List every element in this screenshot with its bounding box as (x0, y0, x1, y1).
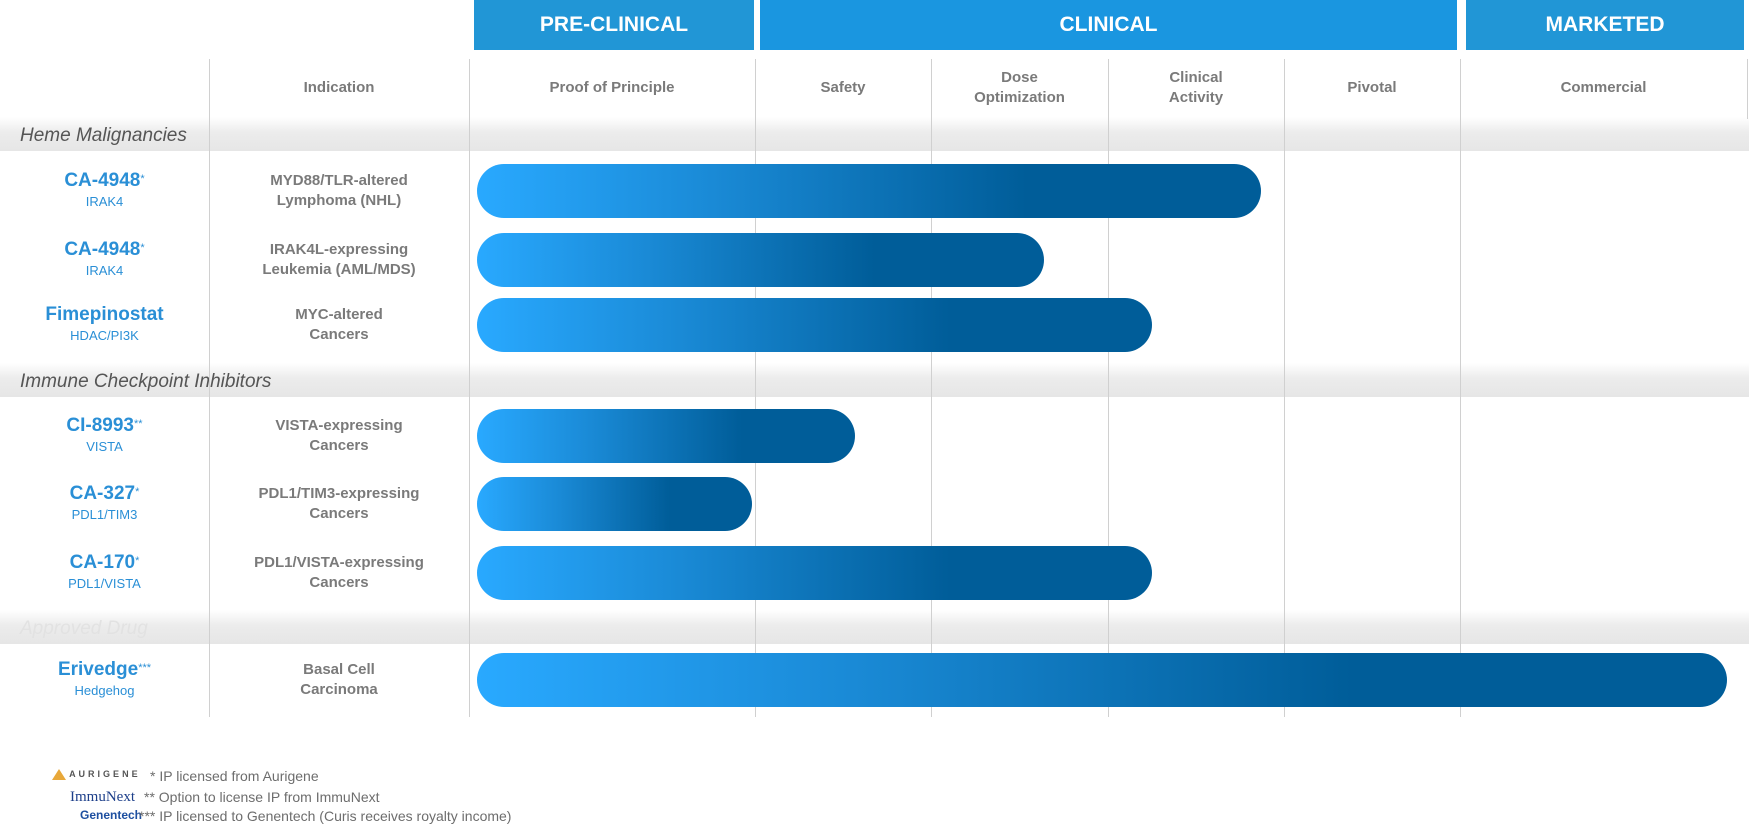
section-checkpoint: Immune Checkpoint Inhibitors (0, 363, 1749, 397)
col-dose-optimization: Dose Optimization (974, 69, 1065, 106)
grid-line (469, 59, 470, 717)
drug-name-text: CA-4948 (64, 170, 141, 191)
drug-name: CA-4948* (0, 238, 209, 262)
col-pivotal: Pivotal (1347, 79, 1397, 96)
footnote-genentech: *** IP licensed to Genentech (Curis rece… (139, 808, 512, 824)
drug-cell: CA-4948* IRAK4 (0, 169, 209, 210)
indication-cell: PDL1/VISTA-expressing Cancers (209, 553, 469, 593)
progress-bar (477, 164, 1262, 218)
indication-cell: MYD88/TLR-altered Lymphoma (NHL) (209, 171, 469, 211)
indication-line: Carcinoma (300, 681, 378, 698)
drug-name-text: Fimepinostat (45, 304, 164, 325)
license-mark: ** (134, 418, 143, 430)
license-mark: * (135, 555, 140, 567)
grid-line (755, 59, 756, 717)
drug-cell: CI-8993** VISTA (0, 414, 209, 455)
drug-name: Erivedge*** (0, 658, 209, 682)
genentech-logo: Genentech (80, 808, 143, 822)
drug-name: Fimepinostat (0, 303, 209, 327)
col-indication: Indication (303, 79, 375, 96)
progress-bar (477, 298, 1152, 352)
section-heme: Heme Malignancies (0, 117, 1749, 151)
section-approved: Approved Drug (0, 610, 1749, 644)
footnote-aurigene: * IP licensed from Aurigene (150, 768, 319, 784)
indication-line: Leukemia (AML/MDS) (262, 261, 416, 278)
drug-name: CA-170* (0, 551, 209, 575)
immunext-logo: ImmuNext (70, 789, 135, 805)
drug-cell: Erivedge*** Hedgehog (0, 658, 209, 699)
drug-target: IRAK4 (85, 263, 124, 278)
indication-line: IRAK4L-expressing (269, 241, 409, 258)
license-mark: * (135, 486, 140, 498)
indication-cell: Basal Cell Carcinoma (209, 660, 469, 700)
drug-name-text: CA-327 (69, 483, 136, 504)
indication-line: Lymphoma (NHL) (276, 192, 402, 209)
drug-target: PDL1/VISTA (68, 576, 141, 591)
aurigene-logo-text: AURIGENE (69, 769, 141, 779)
section-label: Immune Checkpoint Inhibitors (20, 371, 272, 392)
drug-name-text: CA-4948 (64, 239, 141, 260)
drug-name: CA-327* (0, 482, 209, 506)
indication-line: VISTA-expressing (275, 417, 403, 434)
drug-name-text: CI-8993 (66, 415, 135, 436)
grid-line (1460, 59, 1461, 717)
col-clinical-activity: Clinical Activity (1168, 69, 1224, 106)
indication-line: Cancers (309, 505, 369, 522)
progress-bar (477, 546, 1152, 600)
progress-bar (477, 409, 856, 463)
drug-cell: CA-4948* IRAK4 (0, 238, 209, 279)
drug-name: CA-4948* (0, 169, 209, 193)
indication-line: MYC-altered (295, 306, 383, 323)
license-mark: * (140, 242, 145, 254)
drug-name: CI-8993** (0, 414, 209, 438)
license-mark: * (140, 173, 145, 185)
progress-bar (477, 477, 753, 531)
indication-line: Cancers (309, 326, 369, 343)
grid-line (1108, 59, 1109, 717)
drug-cell: CA-170* PDL1/VISTA (0, 551, 209, 592)
indication-line: MYD88/TLR-altered (270, 172, 408, 189)
section-label: Heme Malignancies (20, 125, 187, 146)
indication-cell: VISTA-expressing Cancers (209, 416, 469, 456)
drug-target: PDL1/TIM3 (71, 507, 138, 522)
drug-target: VISTA (86, 439, 123, 454)
drug-cell: CA-327* PDL1/TIM3 (0, 482, 209, 523)
indication-cell: MYC-altered Cancers (209, 305, 469, 345)
phase-marketed: MARKETED (1466, 0, 1744, 50)
indication-cell: IRAK4L-expressing Leukemia (AML/MDS) (209, 240, 469, 280)
drug-cell: Fimepinostat HDAC/PI3K (0, 303, 209, 344)
grid-line (1284, 59, 1285, 717)
grid-line (931, 59, 932, 717)
indication-cell: PDL1/TIM3-expressing Cancers (209, 484, 469, 524)
phase-preclinical: PRE-CLINICAL (474, 0, 754, 50)
footnote-immunext: ** Option to license IP from ImmuNext (144, 789, 380, 805)
col-commercial: Commercial (1560, 79, 1647, 96)
col-safety: Safety (820, 79, 866, 96)
indication-line: PDL1/TIM3-expressing (258, 485, 420, 502)
grid-line (209, 59, 210, 717)
grid-line (1747, 59, 1748, 119)
drug-target: IRAK4 (85, 194, 124, 209)
phase-clinical: CLINICAL (760, 0, 1457, 50)
drug-target: Hedgehog (74, 683, 135, 698)
indication-line: Basal Cell (303, 661, 375, 678)
license-mark: *** (138, 662, 152, 674)
aurigene-logo: AURIGENE (52, 768, 141, 780)
drug-name-text: Erivedge (57, 659, 139, 680)
aurigene-triangle-icon (52, 768, 66, 780)
drug-name-text: CA-170 (69, 552, 136, 573)
col-proof-of-principle: Proof of Principle (549, 79, 675, 96)
drug-target: HDAC/PI3K (70, 328, 139, 343)
indication-line: PDL1/VISTA-expressing (254, 554, 424, 571)
progress-bar (477, 233, 1045, 287)
section-label: Approved Drug (20, 618, 148, 639)
indication-line: Cancers (309, 574, 369, 591)
indication-line: Cancers (309, 437, 369, 454)
progress-bar (477, 653, 1727, 707)
